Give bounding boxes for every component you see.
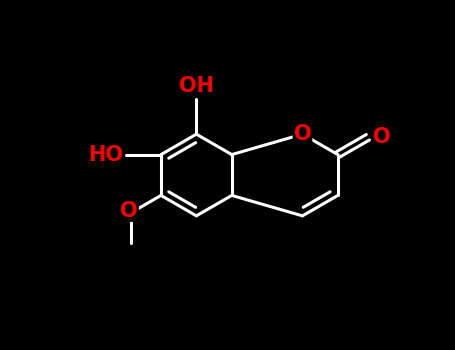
Text: HO: HO	[88, 145, 123, 164]
Text: O: O	[293, 124, 311, 144]
Text: OH: OH	[179, 76, 214, 96]
Text: O: O	[120, 201, 138, 221]
Text: O: O	[373, 127, 390, 147]
